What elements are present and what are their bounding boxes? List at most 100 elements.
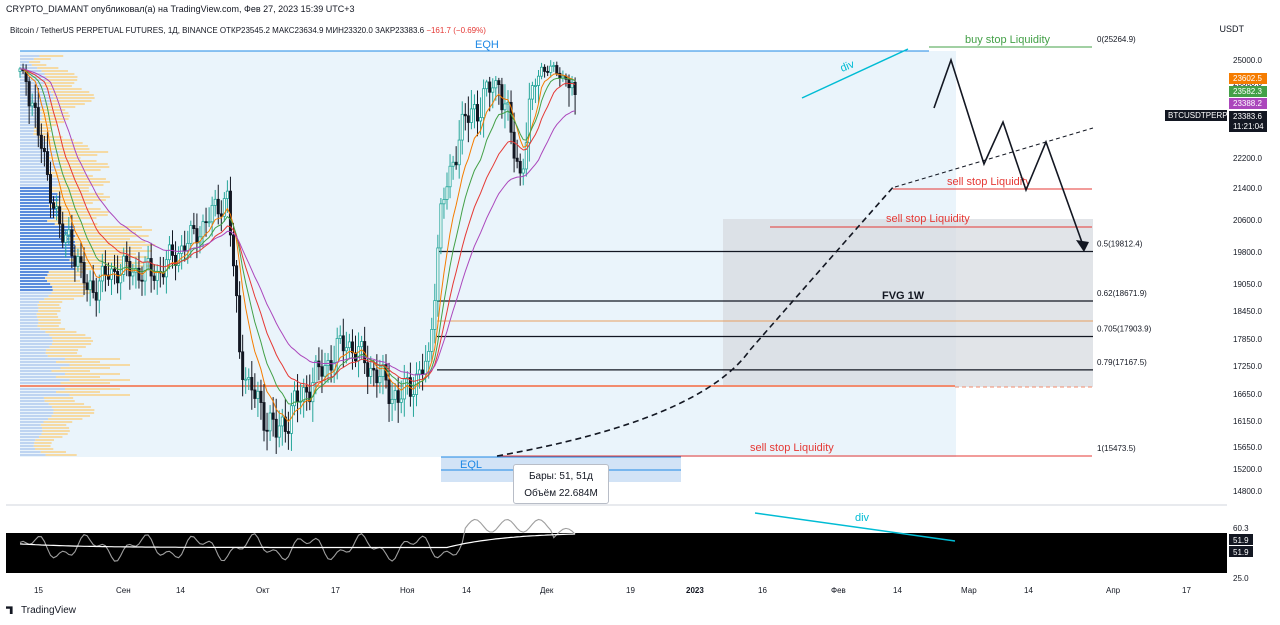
volume-bar	[69, 238, 130, 240]
candle-body	[323, 365, 327, 377]
candle-body	[530, 85, 534, 100]
candle-body	[314, 360, 318, 384]
price-tick: 19050.0	[1233, 280, 1262, 289]
candle-body	[52, 202, 56, 209]
volume-bar	[20, 358, 65, 360]
volume-bar	[20, 400, 45, 402]
candle-body	[216, 198, 220, 215]
candle-body	[253, 389, 257, 399]
fib-label-top: 0(25264.9)	[1097, 35, 1136, 44]
candle-body	[427, 350, 431, 362]
candle-body	[67, 229, 71, 236]
candle-body	[372, 367, 376, 371]
candle-body	[213, 198, 217, 206]
candle-body	[27, 81, 31, 107]
candle-body	[570, 81, 574, 89]
price-badge: 23388.2	[1229, 98, 1267, 109]
volume-bar	[20, 337, 52, 339]
candle-body	[42, 147, 46, 152]
price-tick: 17250.0	[1233, 362, 1262, 371]
volume-bar	[20, 235, 75, 237]
candle-body	[329, 360, 333, 371]
volume-bar	[20, 157, 48, 159]
volume-bar	[52, 100, 92, 102]
volume-bar	[34, 442, 52, 444]
volume-bar	[57, 184, 104, 186]
candle-body	[116, 271, 120, 284]
ma-fast	[19, 68, 576, 423]
price-badge-text: 11:21:04	[1233, 122, 1264, 131]
candle-body	[482, 88, 486, 118]
volume-bar	[20, 427, 43, 429]
volume-bar	[20, 118, 42, 120]
candle-body	[283, 416, 287, 432]
price-badge-bg	[1229, 121, 1267, 132]
volume-bar	[41, 70, 68, 72]
volume-bar	[48, 403, 85, 405]
candle-body	[186, 242, 190, 252]
volume-bar	[52, 340, 93, 342]
volume-bar	[20, 391, 56, 393]
time-tick: Мар	[961, 586, 977, 595]
volume-bar	[20, 439, 36, 441]
volume-bar	[38, 319, 61, 321]
candle-body	[546, 71, 550, 73]
candle-body	[140, 279, 144, 282]
candle-body	[454, 161, 458, 166]
projection-arrow-icon	[1076, 240, 1089, 252]
volume-bar	[35, 439, 54, 441]
volume-bar	[20, 85, 44, 87]
candle-body	[137, 267, 141, 281]
volume-bar	[60, 166, 110, 168]
volume-bar	[33, 130, 52, 132]
volume-bar	[60, 382, 110, 384]
candle-body	[573, 81, 577, 95]
candle-body	[76, 256, 80, 267]
volume-bar	[47, 355, 82, 357]
volume-bar	[20, 190, 52, 192]
price-badge-text: 23602.5	[1233, 74, 1262, 83]
volume-bar	[20, 280, 47, 282]
fvg-zone	[723, 219, 1093, 387]
volume-bar	[20, 217, 55, 219]
volume-bar	[39, 436, 63, 438]
volume-bar	[75, 229, 152, 231]
candle-body	[375, 369, 379, 384]
volume-bar	[59, 151, 109, 153]
candle-body	[411, 394, 415, 397]
volume-bar	[20, 181, 61, 183]
price-tick: 21400.0	[1233, 184, 1262, 193]
volume-bar	[56, 376, 100, 378]
volume-bar	[20, 238, 70, 240]
candle-body	[451, 161, 455, 167]
candle-body	[70, 229, 74, 257]
volume-bar	[20, 445, 34, 447]
volume-bar	[20, 364, 70, 366]
volume-bar	[69, 259, 130, 261]
volume-bar	[20, 184, 58, 186]
candle-body	[296, 390, 300, 403]
candle-body	[238, 295, 242, 353]
rsi-badge-bg	[1229, 546, 1253, 557]
volume-bar	[20, 166, 61, 168]
volume-bar	[20, 331, 46, 333]
candle-body	[360, 341, 364, 348]
volume-bar	[20, 247, 75, 249]
volume-bar	[20, 88, 48, 90]
candle-body	[555, 65, 559, 74]
volume-bar	[20, 325, 38, 327]
candle-body	[103, 265, 107, 276]
volume-bar	[47, 88, 82, 90]
volume-bar	[60, 211, 110, 213]
volume-bar	[49, 205, 85, 207]
volume-bar	[38, 310, 61, 312]
volume-bar	[54, 154, 98, 156]
time-tick: 14	[1024, 586, 1033, 595]
price-badge: 23602.5	[1229, 73, 1267, 84]
volume-bar	[37, 316, 59, 318]
volume-bar	[20, 265, 75, 267]
price-tick: 16150.0	[1233, 417, 1262, 426]
volume-bar	[40, 328, 66, 330]
volume-bar	[53, 409, 95, 411]
